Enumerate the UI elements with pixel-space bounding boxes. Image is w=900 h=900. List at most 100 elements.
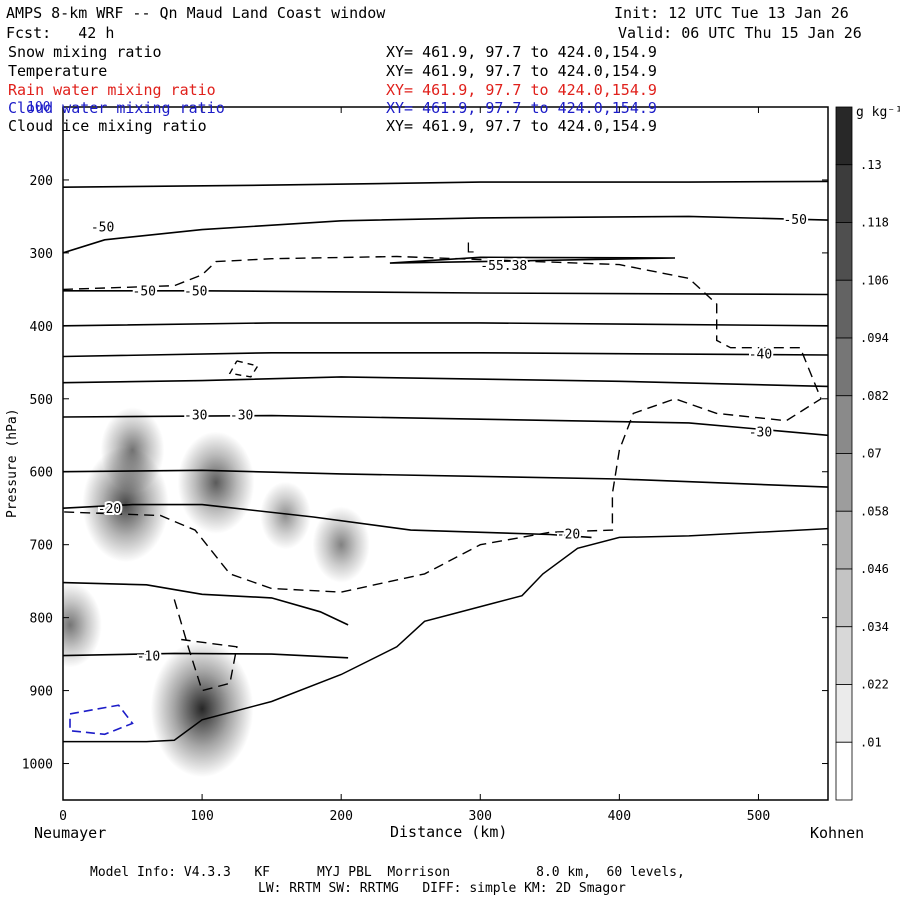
snow-shading-blob — [260, 481, 311, 550]
field-xy-snow: XY= 461.9, 97.7 to 424.0,154.9 — [386, 43, 657, 61]
temperature-contour — [63, 581, 349, 626]
colorbar-band — [835, 279, 853, 339]
forecast-hour: Fcst: 42 h — [6, 24, 115, 42]
contour-label: -20 — [98, 502, 121, 517]
y-axis-label: Pressure (hPa) — [5, 408, 20, 518]
x-tick-label: 200 — [329, 809, 352, 824]
chart-title: AMPS 8-km WRF -- Qn Maud Land Coast wind… — [6, 4, 386, 22]
cloud-ice-contour — [228, 360, 259, 378]
contour-label: -10 — [137, 649, 160, 664]
init-time: Init: 12 UTC Tue 13 Jan 26 — [614, 4, 849, 22]
colorbar-band — [835, 164, 853, 223]
colorbar-tick-label: .094 — [860, 331, 889, 345]
contour-label: -20 — [557, 527, 580, 542]
colorbar-band — [835, 568, 853, 628]
valid-time: Valid: 06 UTC Thu 15 Jan 26 — [618, 24, 862, 42]
colorbar-tick-label: .046 — [860, 562, 889, 576]
contour-label: -50 — [184, 285, 207, 300]
snow-shading-blob — [150, 640, 254, 778]
y-tick-label: 800 — [30, 612, 53, 627]
temperature-contour — [389, 256, 676, 264]
colorbar-tick-label: .01 — [860, 735, 882, 749]
temperature-contour — [63, 180, 828, 188]
temperature-contour — [63, 652, 349, 659]
temperature-contour — [63, 376, 828, 388]
temperature-contour — [63, 352, 828, 358]
y-tick-label: 600 — [30, 466, 53, 481]
y-tick-label: 100 — [27, 100, 50, 115]
colorbar-tick-label: .07 — [860, 447, 882, 461]
temperature-contour — [63, 290, 828, 296]
snow-shading-layer — [63, 407, 370, 778]
colorbar-band — [835, 222, 853, 281]
field-xy-cloud-water: XY= 461.9, 97.7 to 424.0,154.9 — [386, 99, 657, 117]
contour-label: -30 — [749, 425, 772, 440]
colorbar: .13 .118 .106 .094 .082 .07 .058 .046 .034 .022 .0… — [835, 106, 889, 801]
plot-frame — [62, 106, 829, 801]
snow-shading-blob — [63, 582, 102, 668]
temperature-contour — [63, 414, 828, 437]
x-axis-label: Distance (km) — [390, 823, 508, 841]
temperature-contour — [63, 322, 828, 327]
field-xy-temperature: XY= 461.9, 97.7 to 424.0,154.9 — [386, 62, 657, 80]
cloud-ice-contour — [173, 599, 238, 692]
x-tick-label: 300 — [469, 809, 492, 824]
y-tick-label: 300 — [30, 247, 53, 262]
field-label-cloud-water: Cloud water mixing ratio — [8, 99, 225, 117]
field-xy-cloud-ice: XY= 461.9, 97.7 to 424.0,154.9 — [386, 117, 657, 135]
snow-shading-blob — [100, 407, 165, 493]
contour-label: -50 — [133, 285, 156, 300]
field-label-cloud-ice: Cloud ice mixing ratio — [8, 117, 207, 135]
model-info-line2: LW: RRTM SW: RRTMG DIFF: simple KM: 2D S… — [258, 881, 626, 896]
y-tick-label: 700 — [30, 539, 53, 554]
right-endpoint-label: Kohnen — [810, 824, 865, 842]
contour-label: -30 — [184, 409, 207, 424]
x-tick-label: 500 — [747, 809, 770, 824]
colorbar-band — [835, 453, 853, 512]
cloud-ice-contour — [63, 255, 822, 593]
colorbar-band — [835, 106, 853, 166]
contour-label: -30 — [230, 409, 253, 424]
field-label-temperature: Temperature — [8, 62, 108, 80]
snow-shading-blob — [312, 506, 370, 583]
snow-shading-blob — [177, 431, 255, 534]
temperature-contour — [63, 215, 828, 254]
colorbar-band — [835, 741, 853, 801]
contour-label: -40 — [749, 347, 772, 362]
colorbar-tick-label: .106 — [860, 273, 889, 287]
colorbar-band — [835, 337, 853, 397]
y-tick-label: 1000 — [22, 758, 53, 773]
colorbar-tick-label: .118 — [860, 216, 889, 230]
colorbar-tick-label: .082 — [860, 389, 889, 403]
x-tick-label: 400 — [608, 809, 631, 824]
colorbar-band — [835, 626, 853, 685]
field-label-snow: Snow mixing ratio — [8, 43, 162, 61]
contour-label: L — [466, 242, 474, 257]
colorbar-tick-label: .034 — [860, 620, 889, 634]
colorbar-tick-label: .058 — [860, 504, 889, 518]
cloud-water-contour — [69, 704, 134, 736]
temperature-contour — [63, 503, 592, 539]
y-tick-label: 400 — [30, 320, 53, 335]
y-tick-label: 200 — [30, 174, 53, 189]
colorbar-band — [835, 684, 853, 743]
colorbar-band — [835, 510, 853, 570]
model-info-line1: Model Info: V4.3.3 KF MYJ PBL Morrison 8… — [90, 865, 685, 880]
contour-label: -50 — [783, 213, 806, 228]
contour-layer: -50 -50 -50 -50 -55.38 L -40 -30 -30 -30 -20 -20 -10 — [63, 180, 828, 743]
field-xy-rain: XY= 461.9, 97.7 to 424.0,154.9 — [386, 81, 657, 99]
left-endpoint-label: Neumayer — [34, 824, 107, 842]
y-tick-label: 500 — [30, 393, 53, 408]
colorbar-tick-label: .13 — [860, 158, 882, 172]
y-tick-label: 900 — [30, 685, 53, 700]
temperature-contour — [63, 469, 828, 488]
field-label-rain: Rain water mixing ratio — [8, 81, 216, 99]
colorbar-tick-label: .022 — [860, 678, 889, 692]
x-tick-label: 0 — [59, 809, 67, 824]
contour-label: -55.38 — [480, 259, 527, 274]
colorbar-band — [835, 395, 853, 454]
x-tick-label: 100 — [190, 809, 213, 824]
contour-label: -50 — [91, 220, 114, 235]
